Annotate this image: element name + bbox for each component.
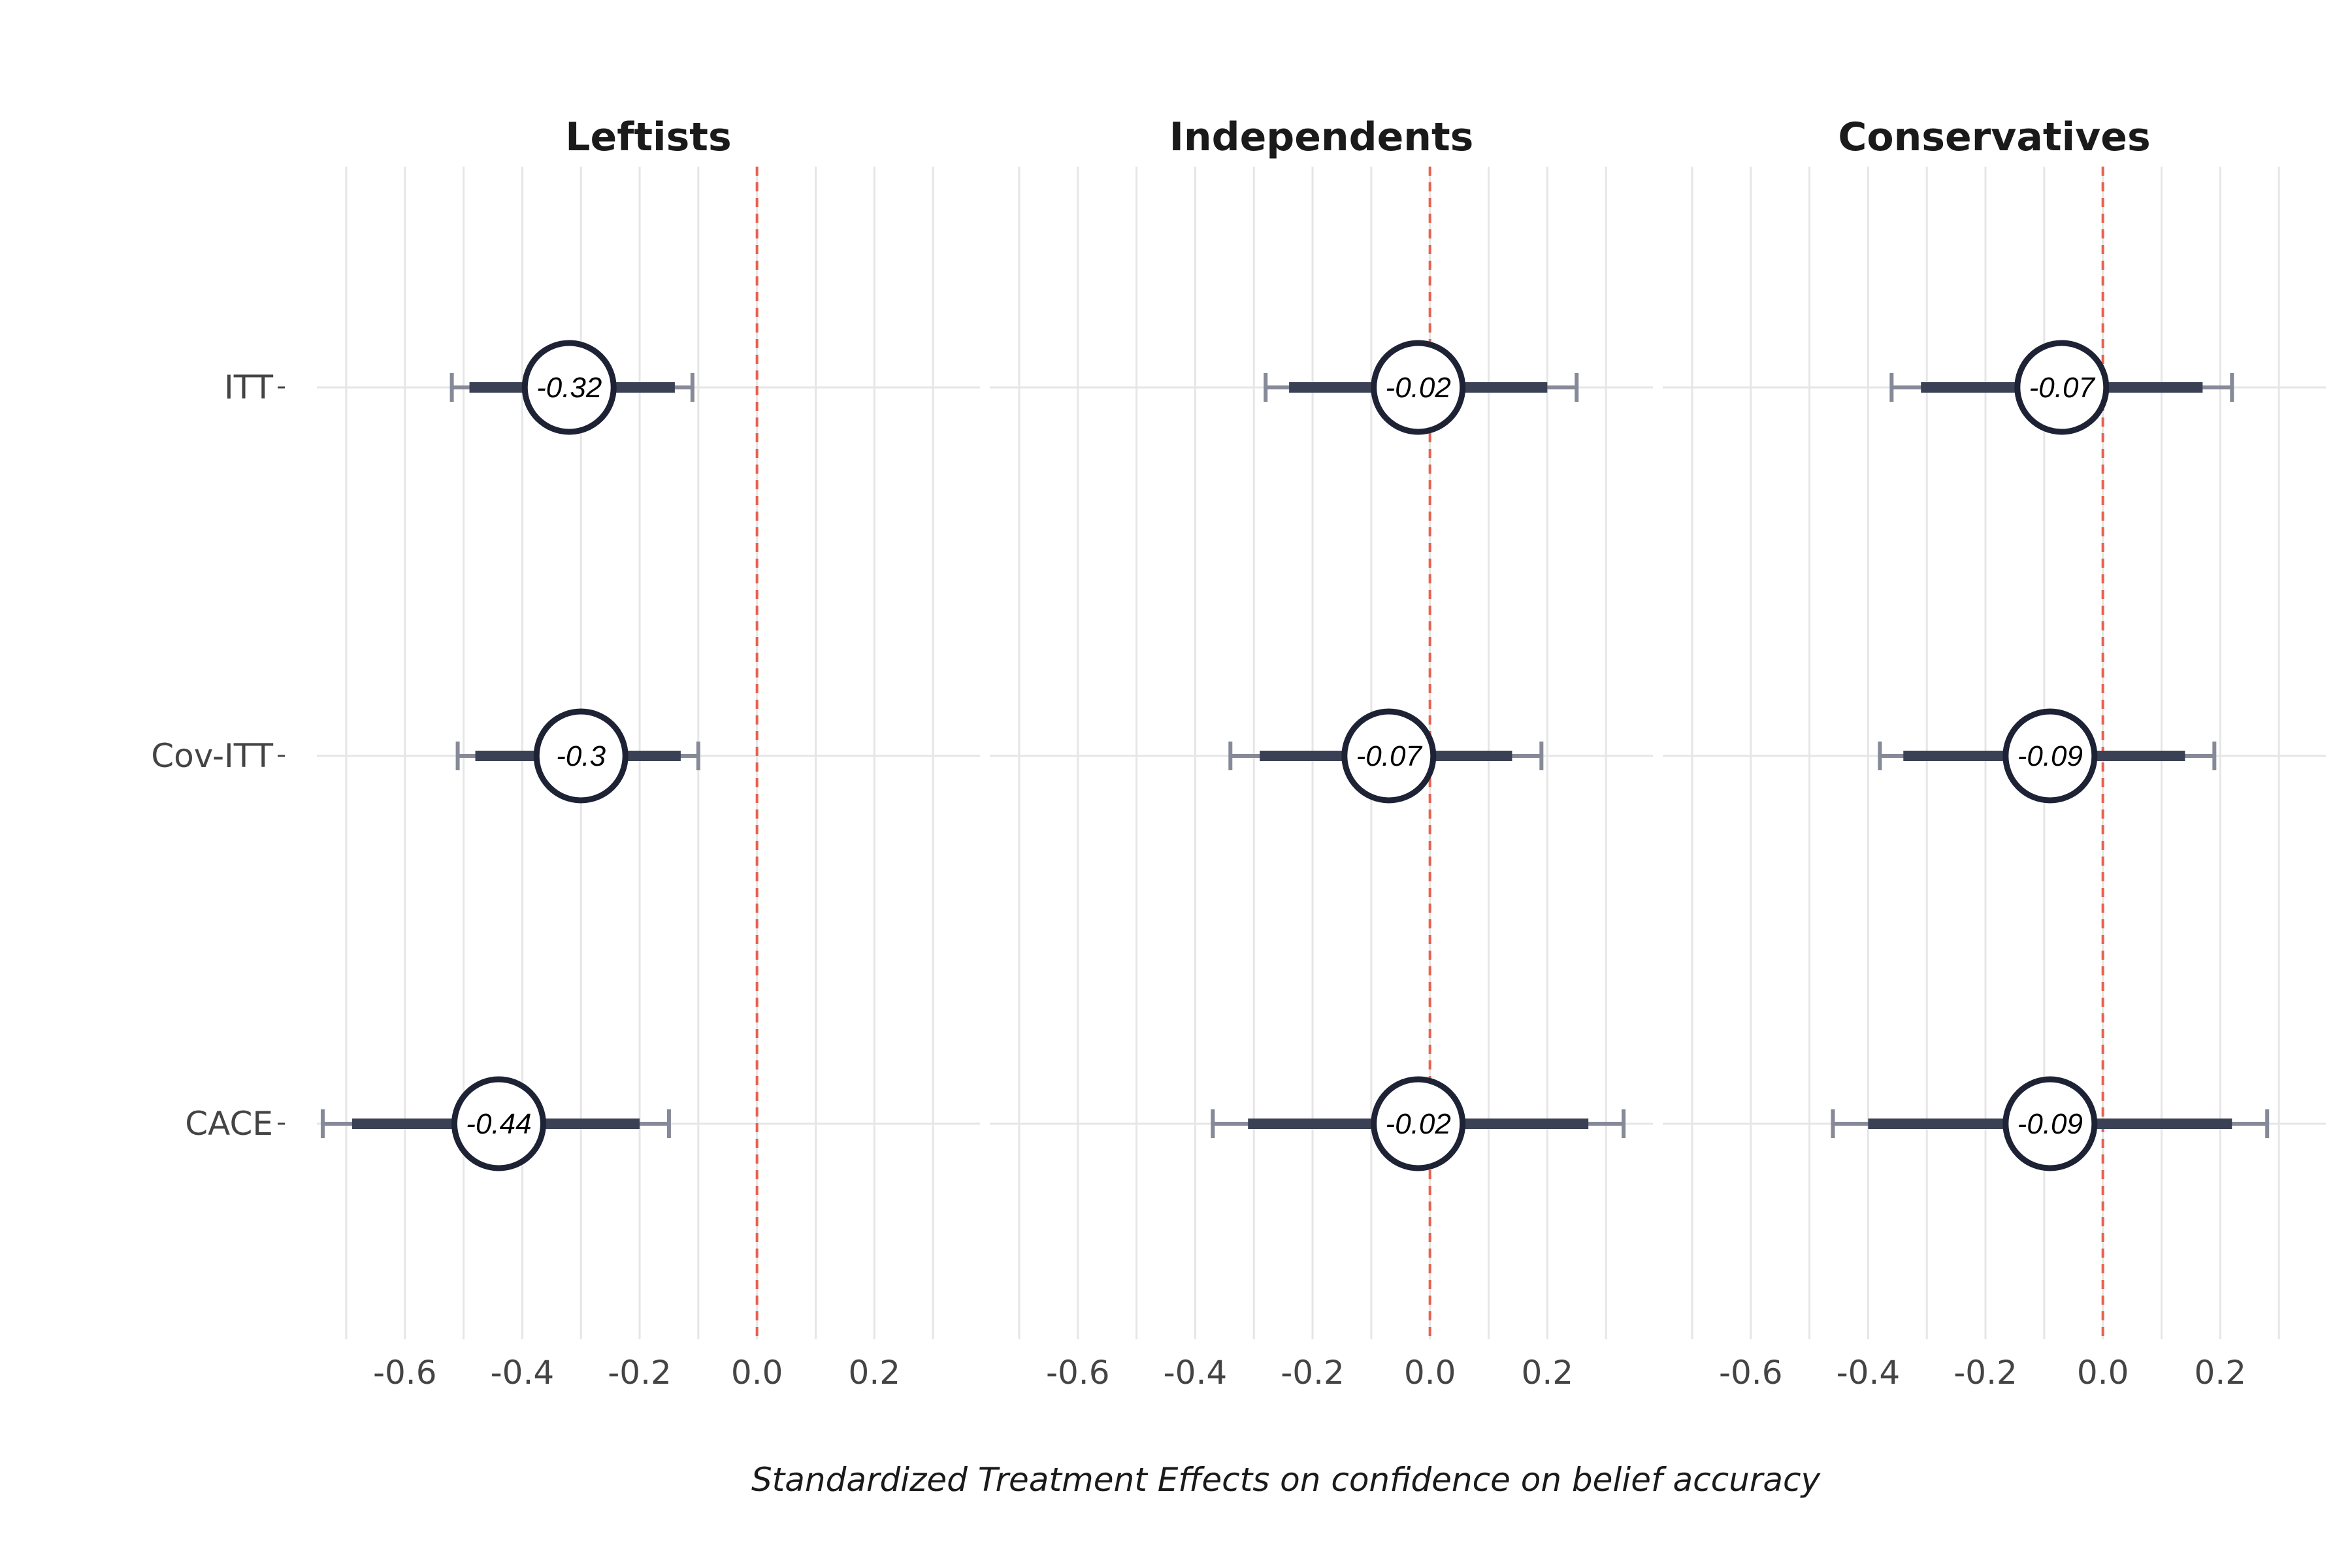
x-tick-label: -0.2 bbox=[1953, 1354, 2017, 1392]
row-label-itt: ITT bbox=[224, 368, 273, 406]
estimate-point bbox=[521, 340, 617, 435]
x-axis-title: Standardized Treatment Effects on confid… bbox=[751, 1461, 1821, 1499]
x-tick-label: -0.4 bbox=[491, 1354, 555, 1392]
marks-layer bbox=[278, 167, 2270, 1339]
estimate-point bbox=[533, 708, 629, 804]
x-tick-label: 0.2 bbox=[1522, 1354, 1574, 1392]
text-layer: Leftists -0.6 -0.4 -0.2 0.0 0.2 -0.32 -0.3 -0.44… bbox=[151, 114, 2246, 1392]
estimate-point bbox=[2014, 340, 2110, 435]
x-tick-label: 0.0 bbox=[1404, 1354, 1456, 1392]
estimate-label: -0.44 bbox=[466, 1108, 531, 1140]
x-tick-label: -0.4 bbox=[1837, 1354, 1901, 1392]
x-tick-label: 0.2 bbox=[849, 1354, 901, 1392]
x-tick-label: 0.0 bbox=[731, 1354, 783, 1392]
estimate-label: -0.09 bbox=[2017, 1108, 2083, 1140]
x-tick-label: -0.2 bbox=[608, 1354, 672, 1392]
x-tick-label: 0.2 bbox=[2195, 1354, 2247, 1392]
estimate-point bbox=[2002, 708, 2098, 804]
x-tick-label: 0.0 bbox=[2077, 1354, 2129, 1392]
estimate-point bbox=[451, 1076, 546, 1171]
panel-title-leftists: Leftists bbox=[565, 114, 731, 160]
row-label-cov-itt: Cov-ITT bbox=[151, 737, 273, 775]
estimate-label: -0.32 bbox=[536, 372, 602, 404]
panel-title-independents: Independents bbox=[1169, 114, 1474, 160]
estimate-point bbox=[1371, 1076, 1466, 1171]
estimate-point bbox=[2002, 1076, 2098, 1171]
panel-title-conservatives: Conservatives bbox=[1838, 114, 2150, 160]
x-tick-label: -0.6 bbox=[1719, 1354, 1783, 1392]
estimate-point bbox=[1341, 708, 1437, 804]
estimate-label: -0.07 bbox=[1356, 740, 1423, 772]
x-tick-label: -0.6 bbox=[373, 1354, 437, 1392]
estimate-label: -0.02 bbox=[1386, 1108, 1451, 1140]
estimate-label: -0.07 bbox=[2029, 372, 2096, 404]
x-tick-label: -0.2 bbox=[1281, 1354, 1345, 1392]
estimate-label: -0.02 bbox=[1386, 372, 1451, 404]
estimate-point bbox=[1371, 340, 1466, 435]
estimate-label: -0.09 bbox=[2017, 740, 2083, 772]
row-label-cace: CACE bbox=[185, 1105, 273, 1143]
x-tick-label: -0.6 bbox=[1046, 1354, 1110, 1392]
estimate-label: -0.3 bbox=[556, 740, 606, 772]
x-tick-label: -0.4 bbox=[1164, 1354, 1228, 1392]
